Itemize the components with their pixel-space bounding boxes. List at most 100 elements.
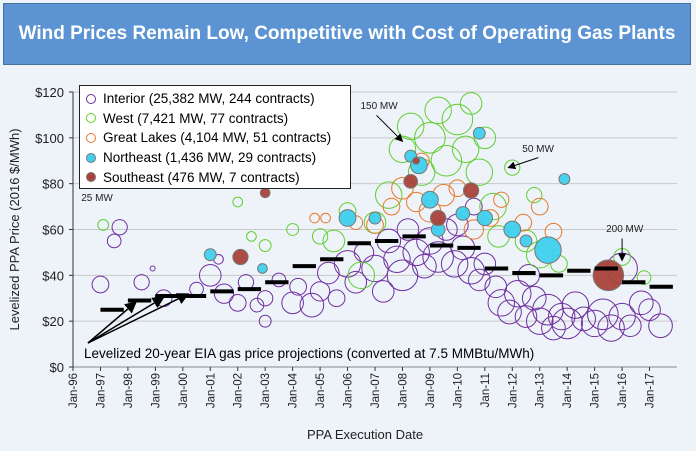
x-tick-label: Jan-08 bbox=[397, 373, 409, 408]
bubble-interior bbox=[271, 272, 287, 288]
y-axis-label: Levelized PPA Price (2016 $/MWh) bbox=[7, 128, 22, 330]
bubble-interior bbox=[497, 299, 522, 325]
gas-label-arrow bbox=[87, 296, 165, 344]
bubble-great-lakes bbox=[391, 176, 414, 200]
bubble-interior bbox=[521, 285, 547, 311]
bubble-northeast bbox=[455, 206, 471, 221]
bubble-southeast bbox=[462, 182, 480, 199]
bubble-great-lakes bbox=[309, 212, 320, 224]
x-tick-label: Jan-98 bbox=[123, 373, 135, 408]
annotation-label: 150 MW bbox=[360, 101, 398, 113]
x-axis-label: PPA Execution Date bbox=[307, 427, 423, 442]
bubble-interior bbox=[361, 254, 389, 283]
bubble-interior bbox=[464, 197, 483, 216]
x-tick-label: Jan-09 bbox=[425, 373, 437, 408]
bubble-interior bbox=[189, 281, 204, 297]
bubble-great-lakes bbox=[320, 212, 331, 224]
bubble-interior bbox=[396, 218, 420, 241]
y-tick-label: $100 bbox=[35, 131, 64, 146]
annotation-arrow bbox=[507, 157, 539, 170]
bubble-great-lakes bbox=[530, 197, 549, 216]
bubble-interior bbox=[440, 250, 469, 278]
bubble-interior bbox=[648, 313, 673, 339]
bubble-interior bbox=[281, 291, 304, 315]
bubble-interior bbox=[514, 305, 538, 328]
bubble-west bbox=[451, 135, 480, 164]
bubble-west bbox=[232, 196, 244, 208]
x-tick-label: Jan-01 bbox=[205, 373, 217, 408]
x-tick-label: Jan-17 bbox=[645, 373, 657, 408]
legend-item: Northeast (1,436 MW, 29 contracts) bbox=[86, 148, 344, 168]
legend-swatch bbox=[86, 172, 96, 183]
bubble-interior bbox=[258, 314, 272, 328]
bubble-interior bbox=[133, 274, 150, 291]
bubble-interior bbox=[412, 253, 437, 279]
bubble-interior bbox=[561, 291, 590, 319]
bubble-interior bbox=[468, 268, 491, 292]
bubble-interior bbox=[526, 307, 554, 335]
bubble-interior bbox=[344, 270, 368, 294]
y-tick-label: $20 bbox=[42, 314, 64, 329]
bubble-west bbox=[441, 103, 474, 136]
legend-item: Interior (25,382 MW, 244 contracts) bbox=[86, 89, 344, 109]
legend-label: Southeast (476 MW, 7 contracts) bbox=[103, 169, 300, 185]
bubble-interior bbox=[111, 219, 128, 236]
bubble-interior bbox=[353, 242, 375, 263]
bubble-northeast bbox=[421, 190, 439, 209]
x-tick-label: Jan-07 bbox=[370, 373, 382, 408]
x-tick-label: Jan-05 bbox=[315, 373, 327, 408]
bubble-west bbox=[322, 229, 346, 253]
legend-label: Northeast (1,436 MW, 29 contracts) bbox=[103, 150, 317, 166]
bubble-interior bbox=[638, 298, 661, 322]
bubble-northeast bbox=[558, 173, 571, 185]
bubble-west bbox=[465, 158, 494, 186]
bubble-interior bbox=[619, 314, 642, 338]
bubble-west bbox=[526, 186, 543, 204]
bubble-interior bbox=[309, 281, 331, 302]
bubble-interior bbox=[249, 297, 265, 313]
bubble-west bbox=[479, 192, 507, 221]
x-tick-label: Jan-00 bbox=[178, 373, 190, 408]
bubble-northeast bbox=[338, 209, 357, 227]
bubble-interior bbox=[587, 298, 619, 331]
x-tick-label: Jan-14 bbox=[562, 372, 574, 408]
bubble-west bbox=[459, 92, 483, 115]
legend-label: Great Lakes (4,104 MW, 51 contracts) bbox=[103, 130, 332, 146]
bubble-interior bbox=[213, 283, 235, 304]
bubble-southeast bbox=[403, 174, 419, 189]
bubble-southeast bbox=[412, 156, 421, 165]
legend-item: Southeast (476 MW, 7 contracts) bbox=[86, 167, 344, 187]
legend: Interior (25,382 MW, 244 contracts) West … bbox=[79, 85, 351, 189]
bubble-interior bbox=[422, 241, 454, 273]
bubble-northeast bbox=[368, 211, 382, 225]
bubble-interior bbox=[416, 227, 444, 255]
bubble-interior bbox=[541, 315, 566, 341]
bubble-west bbox=[396, 112, 425, 141]
bubble-west bbox=[246, 231, 257, 242]
bubble-interior bbox=[149, 265, 156, 272]
legend-label: Interior (25,382 MW, 244 contracts) bbox=[103, 91, 315, 107]
bubble-northeast bbox=[534, 236, 562, 264]
legend-item: West (7,421 MW, 77 contracts) bbox=[86, 109, 344, 129]
bubble-northeast bbox=[203, 248, 217, 262]
x-tick-label: Jan-03 bbox=[260, 373, 272, 408]
bubble-northeast bbox=[476, 209, 493, 227]
bubble-west bbox=[424, 96, 452, 125]
bubble-interior bbox=[473, 252, 497, 276]
bubble-interior bbox=[228, 293, 247, 312]
x-tick-label: Jan-10 bbox=[452, 373, 464, 408]
bubble-southeast bbox=[592, 259, 625, 292]
bubble-interior bbox=[299, 292, 325, 318]
gas-projection-label: Levelized 20-year EIA gas price projecti… bbox=[84, 346, 535, 361]
x-tick-label: Jan-96 bbox=[68, 373, 80, 408]
annotation-label: 25 MW bbox=[81, 192, 113, 204]
legend-swatch bbox=[86, 113, 96, 124]
bubble-great-lakes bbox=[493, 191, 510, 208]
y-tick-label: $120 bbox=[35, 85, 64, 100]
gas-label-arrow bbox=[87, 301, 138, 344]
bubble-interior bbox=[580, 309, 609, 338]
y-tick-label: $0 bbox=[50, 360, 64, 375]
bubble-interior bbox=[333, 250, 362, 278]
bubble-interior bbox=[504, 279, 532, 308]
